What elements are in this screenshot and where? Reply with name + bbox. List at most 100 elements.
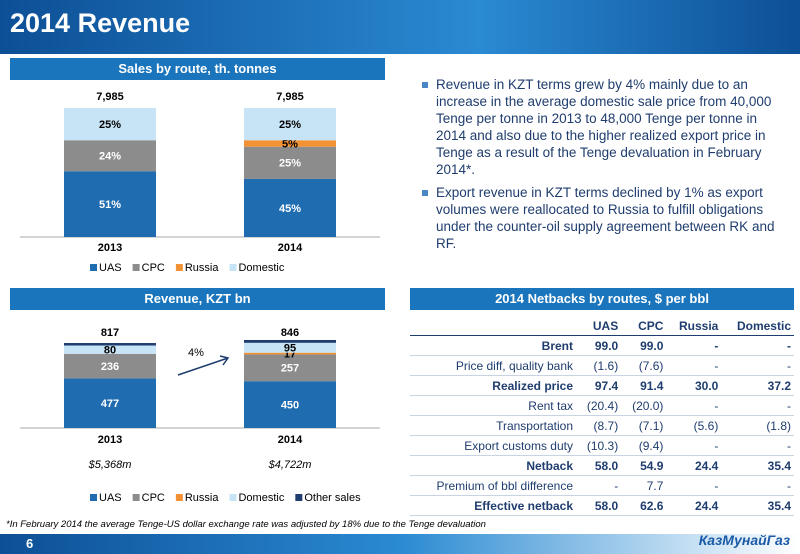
bar-segment — [244, 178, 336, 237]
table-cell: Russia — [666, 316, 722, 336]
bar-segment — [64, 108, 156, 141]
legend-label: UAS — [99, 492, 122, 504]
data-label: 95 — [284, 343, 296, 355]
table-row: Realized price 97.4 91.4 30.0 37.2 — [410, 375, 794, 396]
legend-label: Other sales — [304, 492, 361, 504]
table-cell: 24.4 — [666, 495, 722, 516]
x-tick-label: 2013 — [98, 242, 122, 254]
table-cell: (20.0) — [621, 395, 667, 416]
table-cell: (9.4) — [621, 435, 667, 456]
data-label: 236 — [101, 361, 119, 373]
bar-segment — [64, 171, 156, 237]
table-cell: UAS — [576, 316, 622, 336]
table-cell: Effective netback — [410, 495, 576, 516]
table-cell: 30.0 — [666, 375, 722, 396]
table-cell: Netback — [410, 455, 576, 476]
table-cell: 35.4 — [721, 455, 794, 476]
x-tick-label: 2014 — [278, 242, 303, 254]
table-cell: 97.4 — [576, 375, 622, 396]
bar-segment — [64, 378, 156, 428]
bullet-list: Revenue in KZT terms grew by 4% mainly d… — [420, 76, 790, 258]
data-label: 24% — [99, 151, 121, 163]
table-cell: Price diff, quality bank — [410, 355, 576, 376]
table-cell: 35.4 — [721, 495, 794, 516]
bullet: Revenue in KZT terms grew by 4% mainly d… — [420, 76, 790, 178]
bar-segment — [244, 146, 336, 179]
table-row: Premium of bbl difference -7.7- - — [410, 475, 794, 496]
legend-swatch — [229, 264, 237, 271]
charts: 51% 24% 25% 7,985 2013 45% 25% 5% 25% 7,985 2014 UA… — [20, 91, 380, 504]
data-label: 450 — [281, 400, 299, 412]
data-label: 25% — [279, 119, 301, 131]
table-cell: 58.0 — [576, 455, 622, 476]
bar-segment — [64, 140, 156, 172]
legend-swatch — [175, 264, 183, 271]
table-cell: (5.6) — [666, 415, 722, 436]
table-cell: (7.6) — [621, 355, 667, 376]
header: 2014 Revenue — [0, 0, 800, 54]
slide-title: 2014 Revenue — [10, 8, 191, 38]
annotation-arrow — [177, 355, 230, 376]
table-row: Export customs duty (10.3) (9.4) - - — [410, 435, 794, 456]
netback-table: UAS CPC Russia Domestic Brent 99.0 99.0- - Price… — [410, 316, 794, 516]
legend-swatch — [175, 494, 183, 501]
header-row: UAS CPC Russia Domestic — [410, 316, 794, 336]
table-cell: - — [721, 435, 794, 456]
bar-segment — [244, 354, 336, 382]
table-cell: 7.7 — [621, 475, 667, 496]
bar-segment — [64, 353, 156, 379]
legend-label: Russia — [185, 492, 220, 504]
data-label: 257 — [281, 363, 299, 375]
x-tick-label: 2014 — [278, 434, 303, 446]
table-cell: 37.2 — [721, 375, 794, 396]
table-cell: (20.4) — [576, 395, 622, 416]
bar-segment — [244, 342, 336, 353]
table-row: Rent tax (20.4) (20.0) - - — [410, 395, 794, 416]
table-cell: Premium of bbl difference — [410, 475, 576, 496]
table-cell: - — [666, 355, 722, 376]
legend-swatch — [90, 494, 97, 501]
legend-label: UAS — [99, 262, 122, 274]
footer-bar — [0, 534, 800, 554]
table-cell: Realized price — [410, 375, 576, 396]
legend-swatch — [295, 494, 303, 501]
legend-swatch — [132, 264, 140, 271]
bar-segment — [244, 108, 336, 141]
table-cell: 91.4 — [621, 375, 667, 396]
data-label: 25% — [99, 119, 121, 131]
total-label: 817 — [101, 327, 119, 339]
table-cell: (1.8) — [721, 415, 794, 436]
table-cell: - — [666, 475, 722, 496]
table-cell — [410, 316, 576, 336]
table-row: Netback 58.0 54.9 24.4 35.4 — [410, 455, 794, 476]
bar-segment — [64, 343, 156, 346]
table-cell: 58.0 — [576, 495, 622, 516]
logo: КазМунайГаз — [698, 532, 790, 548]
panel-heading: Sales by route, th. tonnes — [10, 58, 385, 80]
table-row: Brent 99.0 99.0- - — [410, 335, 794, 356]
table-cell: Transportation — [410, 415, 576, 436]
bullet: Export revenue in KZT terms declined by … — [420, 184, 790, 252]
data-label: 5% — [282, 138, 298, 150]
table-cell: - — [576, 475, 622, 496]
x-tick-label: 2013 — [98, 434, 122, 446]
bar-segment — [244, 381, 336, 428]
table-cell: - — [721, 395, 794, 416]
table-cell: (1.6) — [576, 355, 622, 376]
data-label: 51% — [99, 199, 121, 211]
table-row: Effective netback 58.0 62.6 24.4 35.4 — [410, 495, 794, 516]
table-cell: Brent — [410, 335, 576, 356]
legend-label: CPC — [142, 492, 165, 504]
legend-label: CPC — [142, 262, 165, 274]
table-cell: Rent tax — [410, 395, 576, 416]
sublabel: $5,368m — [88, 459, 132, 471]
panel-heading: Revenue, KZT bn — [10, 288, 385, 310]
footnote: *In February 2014 the average Tenge-US d… — [6, 519, 486, 530]
sublabel: $4,722m — [268, 459, 312, 471]
table-cell: Export customs duty — [410, 435, 576, 456]
table-row: Price diff, quality bank (1.6) (7.6) - - — [410, 355, 794, 376]
total-label: 7,985 — [96, 91, 124, 103]
annotation: 4% — [188, 347, 204, 359]
data-label: 80 — [104, 345, 116, 357]
